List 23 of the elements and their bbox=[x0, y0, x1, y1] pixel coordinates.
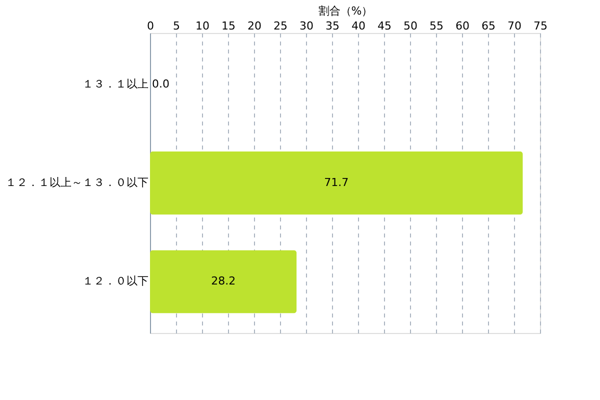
x-tick-label: 75 bbox=[534, 20, 548, 32]
x-tick-label: 35 bbox=[326, 20, 340, 32]
x-tick-label: 20 bbox=[248, 20, 262, 32]
x-tick-label: 60 bbox=[456, 20, 470, 32]
x-tick-label: 5 bbox=[173, 20, 180, 32]
data-label: 0.0 bbox=[152, 77, 170, 90]
x-tick-label: 45 bbox=[378, 20, 392, 32]
x-tick-label: 70 bbox=[508, 20, 522, 32]
x-tick-label: 40 bbox=[352, 20, 366, 32]
x-tick-label: 65 bbox=[482, 20, 496, 32]
data-label: 28.2 bbox=[211, 274, 236, 288]
x-tick-label: 0 bbox=[147, 20, 154, 32]
x-axis-title: 割合（%） bbox=[318, 4, 373, 18]
x-tick-label: 15 bbox=[222, 20, 236, 32]
x-tick-label: 10 bbox=[196, 20, 210, 32]
x-tick-label: 25 bbox=[274, 20, 288, 32]
x-tick-label: 50 bbox=[404, 20, 418, 32]
x-tick-label: 55 bbox=[430, 20, 444, 32]
y-tick-label: １３．１以上 bbox=[82, 77, 148, 90]
y-tick-label: １２．１以上～１３．０以下 bbox=[6, 176, 148, 189]
data-label: 71.7 bbox=[324, 176, 349, 189]
x-tick-label: 30 bbox=[300, 20, 314, 32]
y-tick-label: １２．０以下 bbox=[82, 274, 148, 288]
